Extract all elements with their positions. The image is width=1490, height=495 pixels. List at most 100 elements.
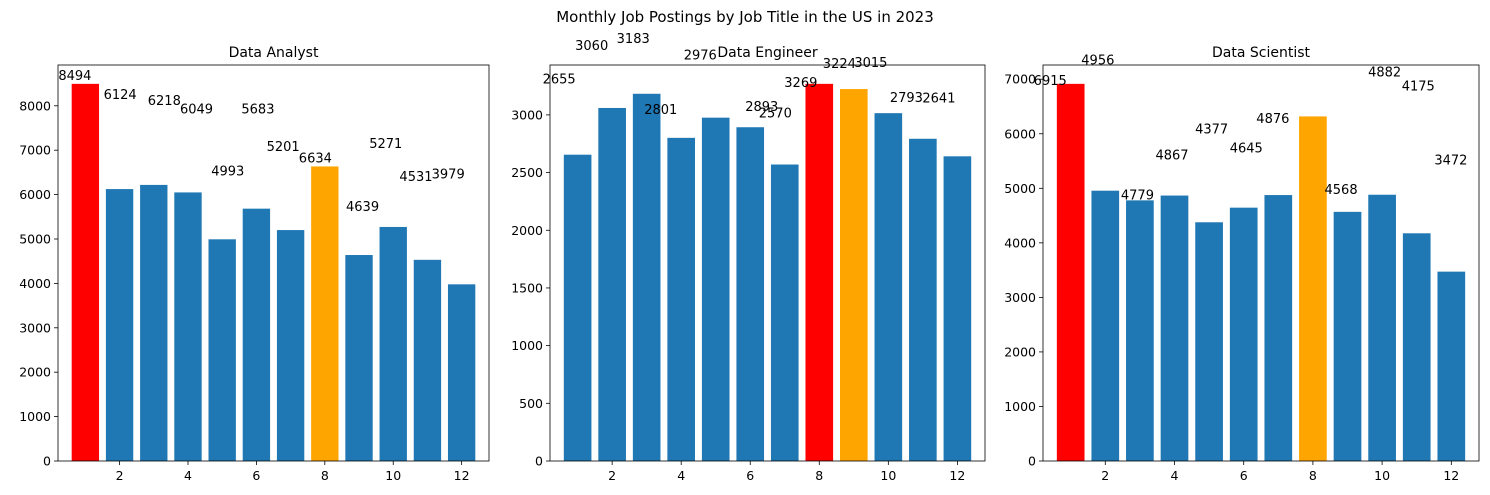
bar-value-label: 2801: [644, 103, 677, 118]
bar-value-label: 5201: [267, 140, 300, 155]
bar-2: [105, 189, 134, 462]
y-tick-label: 500: [519, 396, 543, 411]
bar-9: [840, 89, 868, 461]
x-tick-label: 4: [184, 468, 192, 483]
bar-5: [208, 239, 236, 461]
bar-value-label: 3060: [575, 39, 608, 54]
bar-7: [770, 164, 799, 461]
y-tick-label: 0: [43, 454, 51, 469]
y-tick-label: 5000: [1004, 181, 1036, 196]
bar-value-label: 4531: [399, 170, 432, 185]
bar-10: [379, 226, 407, 461]
bar-value-label: 4993: [211, 164, 244, 179]
y-tick-label: 3000: [1004, 290, 1036, 305]
bar-7: [1264, 195, 1293, 461]
x-tick-label: 8: [321, 468, 329, 483]
bar-5: [701, 117, 730, 461]
bar-value-label: 6915: [1034, 74, 1067, 89]
x-tick-label: 6: [252, 468, 260, 483]
bar-value-label: 6049: [180, 102, 213, 117]
y-tick-label: 2000: [19, 365, 51, 380]
bar-value-label: 4175: [1402, 79, 1435, 94]
y-tick-label: 1000: [19, 409, 51, 424]
y-tick-label: 4000: [19, 276, 51, 291]
bar-11: [1402, 233, 1431, 461]
figure-title: Monthly Job Postings by Job Title in the…: [556, 8, 934, 26]
bar-value-label: 4876: [1256, 112, 1289, 127]
bar-value-label: 3472: [1434, 154, 1467, 169]
axes-frame: [57, 64, 490, 462]
bar-3: [632, 93, 661, 461]
x-tick-label: 4: [677, 468, 685, 483]
bar-4: [174, 192, 202, 462]
bar-8: [805, 83, 834, 461]
bar-1: [71, 83, 100, 461]
bar-6: [242, 208, 271, 461]
bar-value-label: 5271: [369, 137, 402, 152]
x-tick-label: 10: [1374, 468, 1390, 483]
bar-value-label: 4956: [1081, 54, 1114, 69]
bar-value-label: 2976: [684, 49, 717, 64]
x-tick-label: 2: [608, 468, 616, 483]
y-tick-label: 6000: [19, 187, 51, 202]
bar-value-label: 3183: [617, 32, 650, 47]
y-tick-label: 4000: [1004, 235, 1036, 250]
subplot-title: Data Scientist: [1212, 45, 1311, 61]
bar-2: [598, 107, 626, 462]
bar-9: [345, 255, 373, 461]
bar-value-label: 3979: [432, 167, 465, 182]
x-tick-label: 10: [880, 468, 896, 483]
subplot-data-scientist: Data Scientist69154956477948674377464548…: [1004, 45, 1480, 483]
bar-value-label: 3224: [823, 57, 856, 72]
bar-12: [447, 284, 476, 461]
bar-9: [1333, 211, 1362, 461]
bar-value-label: 3015: [854, 56, 887, 71]
y-tick-label: 1000: [1004, 399, 1036, 414]
x-tick-label: 2: [116, 468, 124, 483]
bar-1: [563, 154, 592, 461]
y-tick-label: 2000: [1004, 344, 1036, 359]
bar-4: [1160, 195, 1189, 461]
y-tick-label: 1500: [511, 280, 543, 295]
y-tick-label: 8000: [19, 98, 51, 113]
bar-4: [667, 137, 695, 461]
y-tick-label: 7000: [19, 143, 51, 158]
x-tick-label: 2: [1101, 468, 1109, 483]
bar-6: [736, 127, 765, 461]
bar-11: [413, 259, 442, 461]
bar-value-label: 4779: [1121, 188, 1154, 203]
x-tick-label: 12: [454, 468, 470, 483]
subplot-title: Data Analyst: [229, 45, 319, 61]
x-tick-label: 10: [385, 468, 401, 483]
bar-value-label: 2893: [745, 100, 778, 115]
bar-value-label: 5683: [241, 103, 274, 118]
bar-12: [1437, 271, 1466, 461]
x-tick-label: 8: [815, 468, 823, 483]
y-tick-label: 0: [535, 454, 543, 469]
bar-3: [140, 184, 168, 462]
bar-value-label: 4568: [1325, 183, 1358, 198]
bar-value-label: 6634: [299, 151, 332, 166]
bar-value-label: 2655: [543, 73, 576, 88]
bar-2: [1091, 190, 1120, 461]
bar-value-label: 8494: [58, 69, 91, 84]
bar-12: [943, 156, 972, 461]
subplot-title: Data Engineer: [717, 45, 817, 61]
bar-value-label: 4882: [1368, 66, 1401, 81]
x-tick-label: 12: [1443, 468, 1459, 483]
bar-value-label: 4639: [346, 200, 379, 215]
bar-value-label: 2570: [759, 107, 792, 122]
bar-8: [1299, 116, 1327, 461]
bar-value-label: 2641: [922, 91, 955, 106]
x-tick-label: 6: [746, 468, 754, 483]
y-tick-label: 3000: [511, 107, 543, 122]
y-tick-label: 2500: [511, 165, 543, 180]
bar-5: [1195, 222, 1223, 461]
axes-frame: [1042, 64, 1480, 462]
x-tick-label: 4: [1171, 468, 1179, 483]
y-tick-label: 2000: [511, 223, 543, 238]
y-tick-label: 1000: [511, 338, 543, 353]
bar-value-label: 2793: [890, 91, 923, 106]
